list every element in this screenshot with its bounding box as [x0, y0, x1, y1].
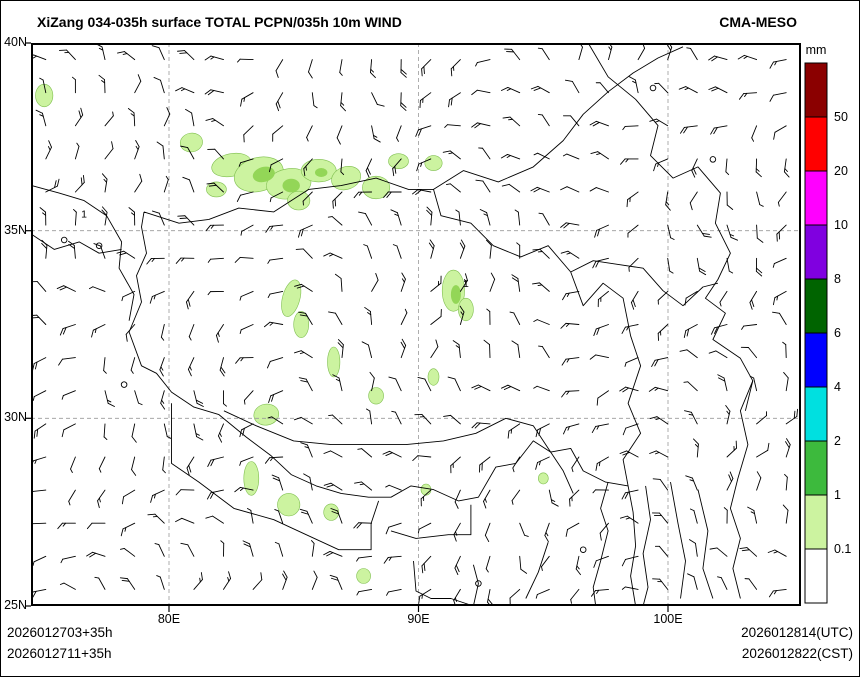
map-layers: 11	[31, 43, 801, 606]
svg-text:6: 6	[834, 326, 841, 340]
svg-text:1: 1	[834, 488, 841, 502]
lat-tick-label: 30N	[4, 410, 27, 425]
map-border	[31, 43, 801, 606]
svg-text:50: 50	[834, 110, 848, 124]
svg-text:20: 20	[834, 164, 848, 178]
valid-time-cst: 2026012822(CST)	[741, 646, 853, 661]
geo-boundaries	[31, 43, 754, 606]
lon-tick-label: 80E	[157, 612, 181, 626]
valid-time-utc: 2026012814(UTC)	[741, 625, 853, 640]
map-canvas: 11	[25, 42, 801, 612]
svg-text:4: 4	[834, 380, 841, 394]
lon-tick-label: 100E	[653, 612, 683, 626]
contour-labels: 11	[81, 209, 469, 291]
lat-tick-label: 35N	[4, 222, 27, 237]
lat-tick-label: 40N	[4, 35, 27, 49]
colorbar: 50 20 10 8 6 4 2 1 0.1	[804, 62, 851, 604]
model-name-label: CMA-MESO	[719, 14, 797, 30]
chart-title: XiZang 034-035h surface TOTAL PCPN/035h …	[37, 14, 402, 30]
svg-text:8: 8	[834, 272, 841, 286]
colorbar-boundary-labels: 50 20 10 8 6 4 2 1 0.1	[834, 110, 851, 556]
colorbar-segments	[804, 62, 828, 604]
axis-ticks	[25, 42, 669, 612]
gridlines	[31, 43, 801, 606]
init-time-utc: 2026012703+35h	[7, 625, 113, 640]
lat-tick-label: 25N	[4, 598, 27, 612]
wind-barb-layer	[31, 43, 798, 606]
precip-shading-layer	[35, 83, 549, 584]
svg-text:2: 2	[834, 434, 841, 448]
svg-text:0.1: 0.1	[834, 542, 851, 556]
lon-tick-label: 90E	[407, 612, 430, 626]
svg-text:1: 1	[81, 209, 87, 221]
colorbar-unit-label: mm	[805, 43, 827, 57]
svg-text:10: 10	[834, 218, 848, 232]
init-time-cst: 2026012711+35h	[7, 646, 112, 661]
svg-text:1: 1	[463, 278, 469, 290]
calm-wind-circles	[60, 84, 717, 587]
